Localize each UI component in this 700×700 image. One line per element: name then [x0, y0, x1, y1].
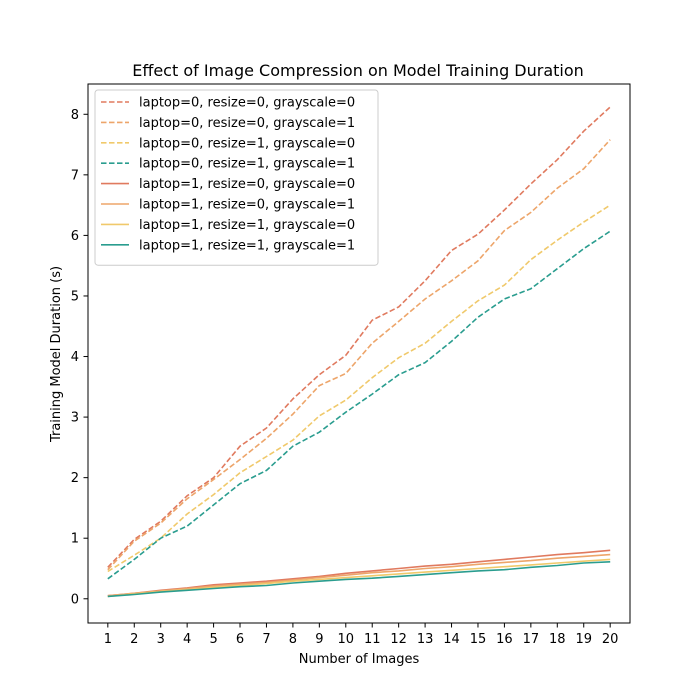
- legend: laptop=0, resize=0, grayscale=0 laptop=0,…: [94, 89, 379, 266]
- x-tick-label-19: 19: [575, 632, 592, 647]
- x-tick-label-13: 13: [417, 632, 434, 647]
- x-tick-label-11: 11: [364, 632, 381, 647]
- x-axis-ticks: 1 2 3 4 5 6 7 8 9 10 11 12 13 14 15 16 17 18 19 20: [104, 623, 619, 647]
- plot-frame: [87, 83, 631, 624]
- y-axis-label: Training Model Duration (s): [49, 266, 64, 443]
- x-tick-label-3: 3: [157, 632, 165, 647]
- legend-label-2: laptop=0, resize=0, grayscale=1: [139, 116, 355, 131]
- y-tick-label-0: 0: [71, 592, 79, 607]
- series-layer: [107, 106, 611, 598]
- legend-label-1: laptop=0, resize=0, grayscale=0: [139, 96, 355, 111]
- y-tick-label-2: 2: [71, 471, 79, 486]
- x-tick-label-18: 18: [549, 632, 566, 647]
- legend-label-7: laptop=1, resize=1, grayscale=0: [139, 218, 355, 233]
- series-line-1: [107, 106, 611, 568]
- series-line-2: [107, 139, 611, 571]
- legend-box: [94, 89, 379, 266]
- x-tick-label-9: 9: [315, 632, 323, 647]
- legend-label-6: laptop=1, resize=0, grayscale=1: [139, 198, 355, 213]
- x-tick-label-10: 10: [338, 632, 355, 647]
- x-tick-label-2: 2: [130, 632, 138, 647]
- series-line-6: [107, 553, 611, 597]
- x-tick-label-8: 8: [289, 632, 297, 647]
- y-tick-label-3: 3: [71, 411, 79, 426]
- y-tick-label-4: 4: [71, 350, 79, 365]
- x-tick-label-1: 1: [104, 632, 112, 647]
- chart-title: Effect of Image Compression on Model Tra…: [132, 61, 584, 80]
- x-tick-label-20: 20: [602, 632, 619, 647]
- x-tick-label-5: 5: [209, 632, 217, 647]
- y-tick-label-7: 7: [71, 168, 79, 183]
- x-tick-label-7: 7: [262, 632, 270, 647]
- y-tick-label-6: 6: [71, 229, 79, 244]
- x-tick-label-17: 17: [523, 632, 540, 647]
- x-tick-label-12: 12: [390, 632, 407, 647]
- legend-label-3: laptop=0, resize=1, grayscale=0: [139, 136, 355, 151]
- legend-label-5: laptop=1, resize=0, grayscale=0: [139, 177, 355, 192]
- series-line-3: [107, 204, 611, 573]
- series-line-4: [107, 230, 611, 580]
- x-tick-label-15: 15: [470, 632, 487, 647]
- x-tick-label-6: 6: [236, 632, 244, 647]
- x-tick-label-14: 14: [443, 632, 460, 647]
- x-tick-label-16: 16: [496, 632, 513, 647]
- y-axis-ticks: 0 1 2 3 4 5 6 7 8: [71, 108, 88, 607]
- y-tick-label-5: 5: [71, 289, 79, 304]
- legend-label-8: laptop=1, resize=1, grayscale=1: [139, 238, 355, 253]
- series-line-8: [107, 561, 611, 598]
- y-tick-label-8: 8: [71, 108, 79, 123]
- y-tick-label-1: 1: [71, 532, 79, 547]
- x-axis-label: Number of Images: [299, 652, 420, 667]
- x-tick-label-4: 4: [183, 632, 191, 647]
- legend-label-4: laptop=0, resize=1, grayscale=1: [139, 157, 355, 172]
